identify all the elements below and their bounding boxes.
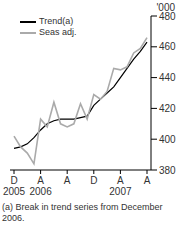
svg-text:460: 460 <box>159 41 173 52</box>
svg-text:A2006: A2006 <box>29 175 52 197</box>
svg-text:420: 420 <box>159 103 173 114</box>
svg-text:380: 380 <box>159 165 173 176</box>
html-text:Trend(a): Trend(a) <box>39 16 74 26</box>
svg-text:400: 400 <box>159 134 173 145</box>
svg-text:A: A <box>64 175 71 186</box>
html-text:'000: '000 <box>156 2 175 13</box>
html-text:Seas adj.: Seas adj. <box>39 27 77 37</box>
svg-text:D2005: D2005 <box>8 175 26 197</box>
svg-text:480: 480 <box>159 11 173 22</box>
svg-text:A: A <box>144 175 151 186</box>
svg-text:440: 440 <box>159 72 173 83</box>
svg-text:D: D <box>90 175 97 186</box>
svg-text:A2007: A2007 <box>109 175 132 197</box>
html-text:(a) Break in trend series from: (a) Break in trend series from December … <box>2 202 163 223</box>
